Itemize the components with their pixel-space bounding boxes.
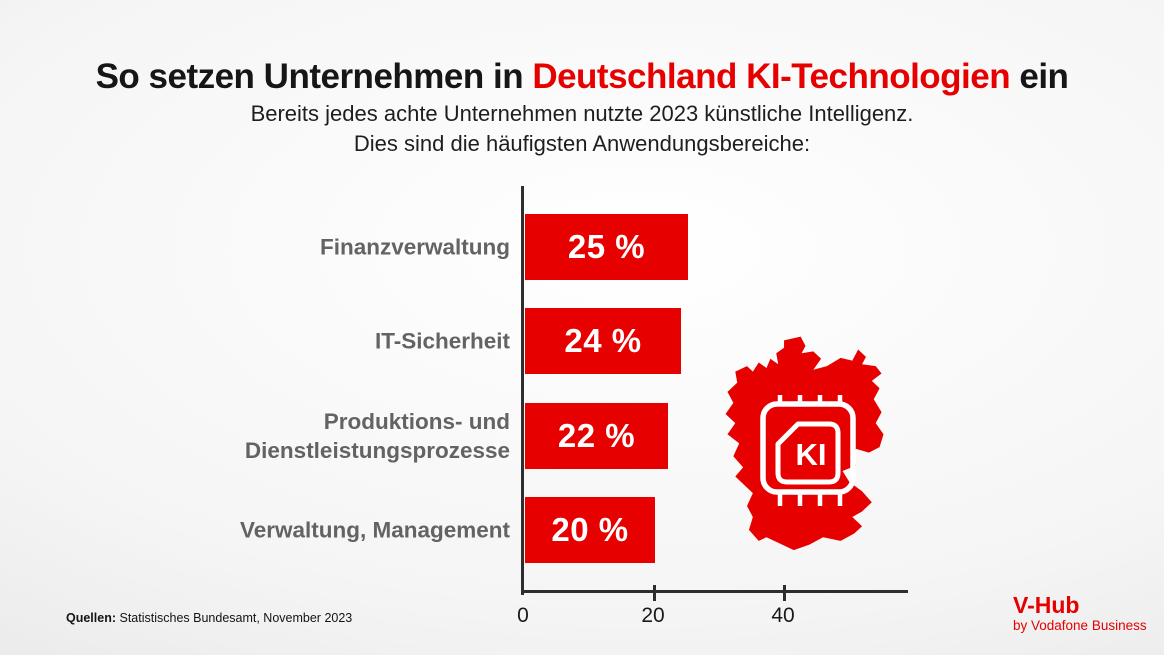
category-label: Finanzverwaltung: [319, 234, 510, 260]
bar-value-label: 20 %: [551, 511, 629, 548]
ki-chip-label: KI: [796, 437, 827, 472]
title-part-1: So setzen Unternehmen in: [95, 57, 533, 97]
y-axis-line: [521, 186, 524, 595]
source-text: Statistisches Bundesamt, November 2023: [116, 611, 353, 625]
subtitle-line-2: Dies sind die häufigsten Anwendungsberei…: [353, 131, 811, 156]
page-title: So setzen Unternehmen in Deutschland KI-…: [0, 57, 1164, 97]
bar-3: 22 %: [525, 403, 668, 469]
title-part-red: Deutschland KI-Technologien: [532, 57, 1011, 97]
bar-value-label: 25 %: [567, 228, 646, 265]
category-label: Produktions- und Dienstleistungsprozesse: [244, 409, 510, 463]
vhub-logo-name: V-Hub: [1013, 592, 1080, 618]
x-axis-tick-label: 0: [517, 604, 529, 627]
x-axis-tick-label: 40: [771, 604, 795, 627]
x-axis-line: [521, 590, 908, 593]
bar-1: 25 %: [525, 214, 688, 280]
title-part-3: ein: [1010, 57, 1069, 97]
source-note: Quellen: Statistisches Bundesamt, Novemb…: [66, 611, 352, 625]
x-axis-tick-label: 20: [641, 604, 665, 627]
bar-value-label: 22 %: [557, 417, 636, 454]
chip-die-outline: [775, 421, 841, 485]
category-label: Verwaltung, Management: [239, 517, 510, 543]
bar-value-label: 24 %: [564, 322, 642, 359]
vhub-logo: V-Hub by Vodafone Business: [1013, 593, 1147, 634]
ki-chip-icon: KI: [760, 395, 856, 506]
category-label: IT-Sicherheit: [374, 328, 510, 354]
bar-4: 20 %: [525, 497, 655, 563]
bar-2: 24 %: [525, 308, 681, 374]
germany-map: [725, 336, 884, 551]
source-label: Quellen:: [66, 611, 117, 625]
chip-outline: [760, 401, 856, 495]
vhub-logo-byline: by Vodafone Business: [1013, 618, 1147, 633]
x-axis-tick: [653, 585, 656, 601]
subtitle: Bereits jedes achte Unternehmen nutzte 2…: [0, 99, 1164, 159]
x-axis-tick: [783, 585, 786, 601]
subtitle-line-1: Bereits jedes achte Unternehmen nutzte 2…: [250, 101, 914, 126]
